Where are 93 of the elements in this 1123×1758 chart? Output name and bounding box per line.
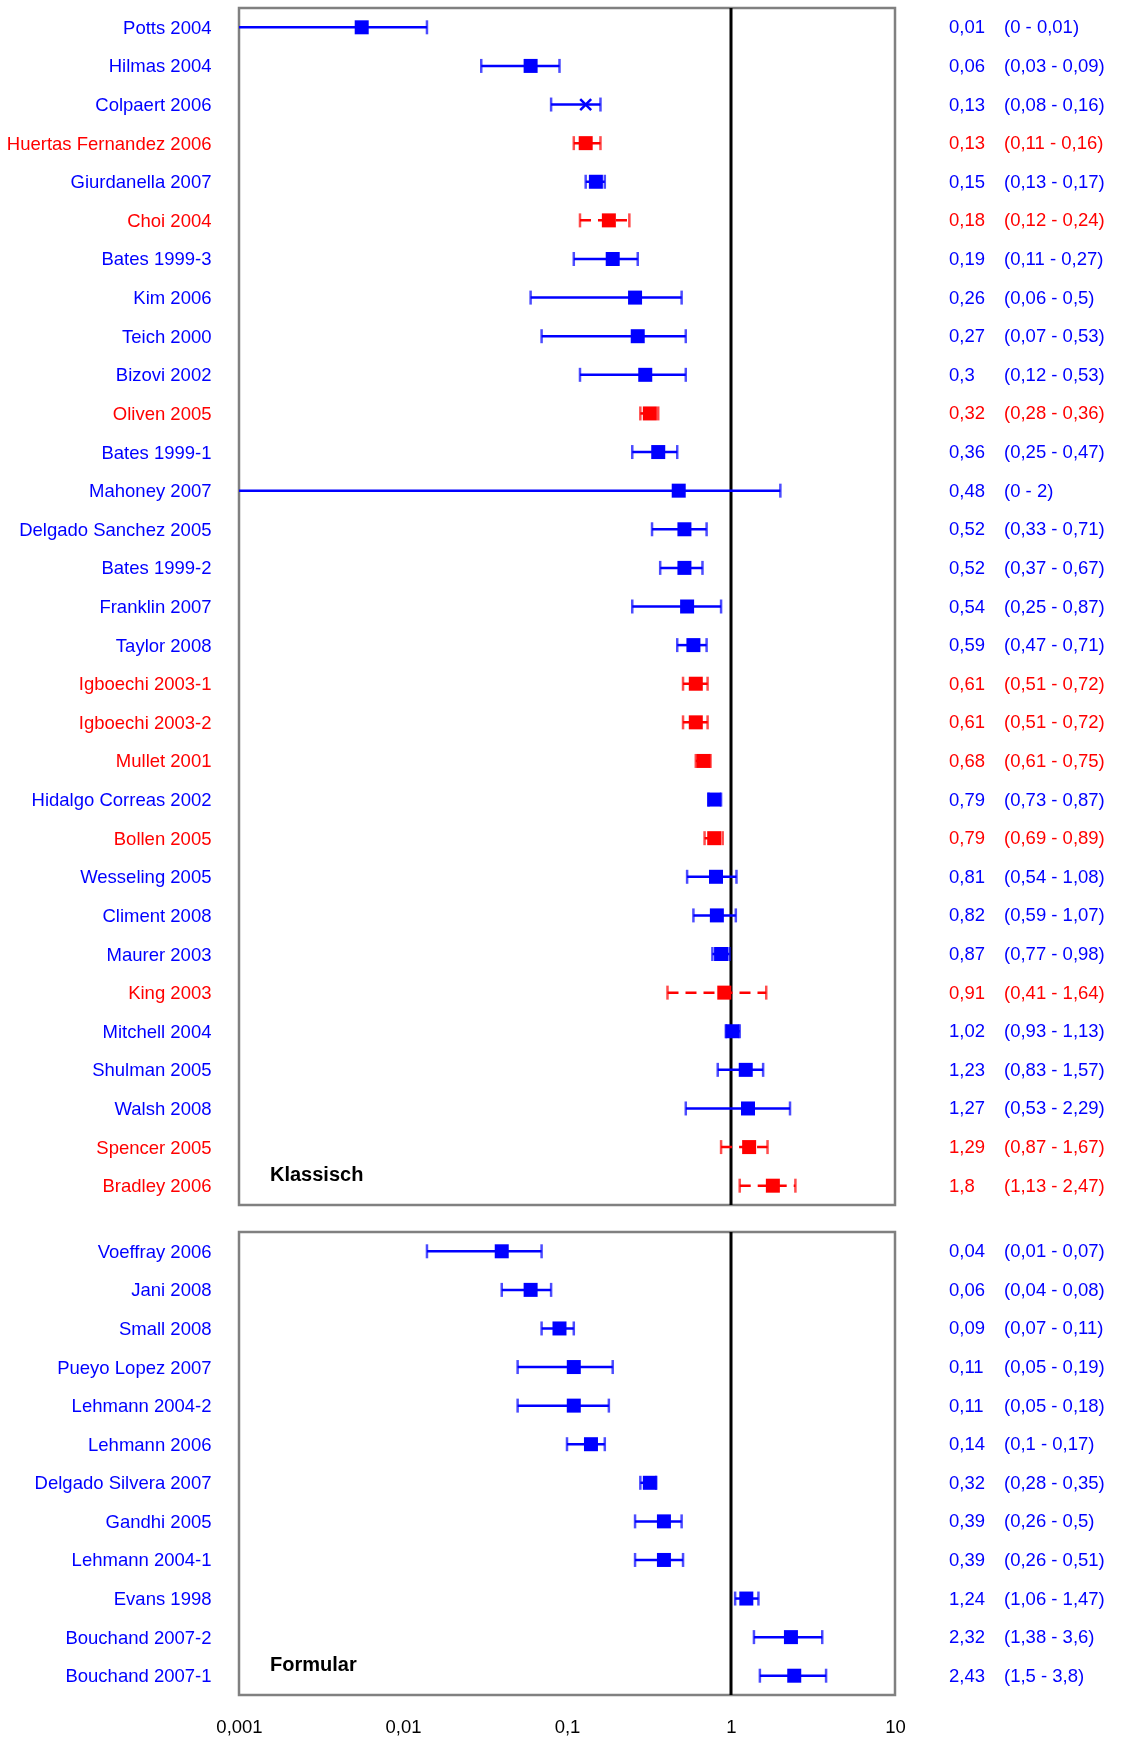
text: 0,82 (0,59 - 1,07)	[949, 904, 1105, 926]
text: 0,11 (0,05 - 0,19)	[949, 1356, 1105, 1378]
text: 0,26 (0,06 - 0,5)	[949, 286, 1095, 308]
text: 0,39 (0,26 - 0,5)	[949, 1510, 1095, 1532]
text: 0,13 (0,11 - 0,16)	[949, 132, 1104, 154]
text: 0,36 (0,25 - 0,47)	[949, 441, 1105, 463]
text: 0,32 (0,28 - 0,36)	[949, 402, 1105, 424]
x-tick-label: 10	[885, 1715, 906, 1737]
y-tick-label: Kim 2006	[133, 287, 212, 309]
text: 2,43 (1,5 - 3,8)	[949, 1664, 1085, 1686]
text: 0,79 (0,69 - 0,89)	[949, 827, 1105, 849]
text: 0,61 (0,51 - 0,72)	[949, 672, 1105, 694]
y-tick-label: Lehmann 2004-1	[71, 1549, 212, 1571]
y-tick-label: Teich 2000	[122, 325, 212, 347]
text: 1,27 (0,53 - 2,29)	[949, 1097, 1105, 1119]
y-tick-label: Pueyo Lopez 2007	[57, 1356, 212, 1378]
text: 0,59 (0,47 - 0,71)	[949, 634, 1105, 656]
y-tick-label: Climent 2008	[102, 904, 212, 926]
x-tick-label: 0,1	[554, 1715, 581, 1737]
y-tick-label: Lehmann 2004-2	[71, 1395, 212, 1417]
text: 1,24 (1,06 - 1,47)	[949, 1587, 1105, 1609]
y-tick-label: Colpaert 2006	[95, 94, 212, 116]
y-tick-label: Potts 2004	[123, 16, 212, 38]
text: 0,61 (0,51 - 0,72)	[949, 711, 1105, 733]
y-tick-label: Bouchand 2007-2	[65, 1626, 212, 1648]
y-tick-label: Bizovi 2002	[115, 364, 212, 386]
text: 0,14 (0,1 - 0,17)	[949, 1433, 1095, 1455]
text: 0,06 (0,03 - 0,09)	[949, 54, 1105, 76]
text: 1,23 (0,83 - 1,57)	[949, 1058, 1105, 1080]
y-tick-label: Bates 1999-3	[101, 248, 212, 270]
y-tick-label: Bouchand 2007-1	[65, 1665, 212, 1687]
x-tick-label: 1	[726, 1715, 737, 1737]
text: 1,02 (0,93 - 1,13)	[949, 1020, 1105, 1042]
text: 0,09 (0,07 - 0,11)	[949, 1317, 1104, 1339]
y-tick-label: Mahoney 2007	[89, 480, 212, 502]
text: 0,15 (0,13 - 0,17)	[949, 170, 1105, 192]
y-tick-label: Delgado Silvera 2007	[34, 1472, 212, 1494]
text: 0,39 (0,26 - 0,51)	[949, 1548, 1105, 1570]
y-tick-label: Taylor 2008	[115, 634, 212, 656]
y-tick-label: Oliven 2005	[112, 402, 212, 424]
y-tick-label: Bates 1999-1	[101, 441, 212, 463]
x-tick-label: 0,001	[216, 1715, 263, 1737]
y-tick-label: Huertas Fernandez 2006	[6, 132, 212, 154]
text: 2,32 (1,38 - 3,6)	[949, 1626, 1095, 1648]
y-tick-label: Bradley 2006	[102, 1175, 212, 1197]
y-tick-label: Voeffray 2006	[97, 1240, 212, 1262]
y-tick-label: Hidalgo Correas 2002	[31, 789, 212, 811]
text: 0,01 (0 - 0,01)	[949, 16, 1080, 38]
y-tick-label: Evans 1998	[113, 1588, 212, 1610]
y-tick-label: Bollen 2005	[113, 827, 212, 849]
text: 0,79 (0,73 - 0,87)	[949, 788, 1105, 810]
text: 0,04 (0,01 - 0,07)	[949, 1240, 1105, 1262]
y-tick-label: Giurdanella 2007	[70, 171, 212, 193]
text: 0,19 (0,11 - 0,27)	[949, 247, 1104, 269]
text: 0,87 (0,77 - 0,98)	[949, 943, 1105, 965]
text: 0,27 (0,07 - 0,53)	[949, 325, 1105, 347]
text: 1,8 (1,13 - 2,47)	[949, 1174, 1105, 1196]
x-tick-label: 0,01	[385, 1715, 422, 1737]
text: 0,81 (0,54 - 1,08)	[949, 865, 1105, 887]
y-tick-label: Mitchell 2004	[102, 1020, 212, 1042]
y-tick-label: Spencer 2005	[96, 1136, 212, 1158]
y-tick-label: Igboechi 2003-1	[78, 673, 212, 695]
y-tick-label: Shulman 2005	[92, 1059, 212, 1081]
text: 0,18 (0,12 - 0,24)	[949, 209, 1105, 231]
text: 0,13 (0,08 - 0,16)	[949, 93, 1105, 115]
text: 0,52 (0,37 - 0,67)	[949, 556, 1105, 578]
y-tick-label: Franklin 2007	[99, 596, 212, 617]
text: 0,52 (0,33 - 0,71)	[949, 518, 1105, 540]
y-tick-label: Gandhi 2005	[105, 1510, 212, 1532]
y-tick-label: Bates 1999-2	[101, 557, 212, 579]
y-tick-label: Hilmas 2004	[108, 55, 212, 77]
y-tick-label: King 2003	[128, 982, 212, 1004]
y-tick-label: Igboechi 2003-2	[78, 711, 212, 733]
y-tick-label: Small 2008	[118, 1317, 212, 1339]
y-tick-label: Delgado Sanchez 2005	[19, 518, 212, 540]
text: 0,54 (0,25 - 0,87)	[949, 595, 1105, 617]
y-tick-label: Jani 2008	[131, 1279, 212, 1301]
text: 0,06 (0,04 - 0,08)	[949, 1278, 1105, 1300]
text: 0,48 (0 - 2)	[949, 479, 1054, 501]
text: 1,29 (0,87 - 1,67)	[949, 1136, 1105, 1158]
y-tick-label: Walsh 2008	[114, 1097, 212, 1119]
y-tick-label: Wesseling 2005	[80, 866, 212, 888]
text: 0,3 (0,12 - 0,53)	[949, 363, 1105, 385]
y-tick-label: Maurer 2003	[106, 943, 212, 965]
text: Klassisch	[270, 1163, 364, 1185]
text: 0,32 (0,28 - 0,35)	[949, 1471, 1105, 1493]
y-tick-label: Mullet 2001	[115, 750, 212, 772]
y-tick-label: Choi 2004	[127, 209, 212, 231]
text: 0,68 (0,61 - 0,75)	[949, 749, 1105, 771]
text: 0,11 (0,05 - 0,18)	[949, 1394, 1105, 1416]
text: 0,91 (0,41 - 1,64)	[949, 981, 1105, 1003]
text: Formular	[270, 1653, 357, 1675]
y-tick-label: Lehmann 2006	[88, 1433, 212, 1455]
